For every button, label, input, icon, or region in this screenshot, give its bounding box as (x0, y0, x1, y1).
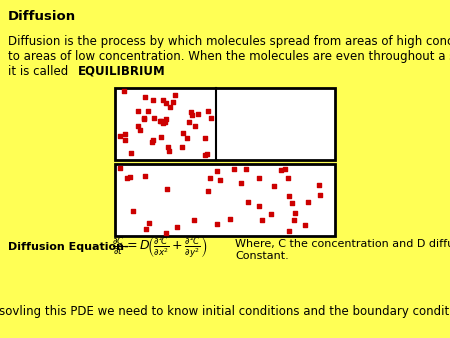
Text: Diffusion Equation-: Diffusion Equation- (8, 242, 129, 252)
Point (270, 183, 278, 188)
Point (201, 135, 208, 141)
Point (191, 123, 198, 128)
Point (206, 175, 213, 180)
Point (140, 116, 147, 122)
Point (129, 208, 136, 214)
Text: to areas of low concentration. When the molecules are even throughout a space –: to areas of low concentration. When the … (8, 50, 450, 63)
Point (164, 186, 171, 192)
Point (183, 136, 190, 141)
Point (142, 94, 149, 100)
Point (290, 218, 297, 223)
Point (286, 228, 293, 234)
Text: Where, C the concentration and D diffusion
Constant.: Where, C the concentration and D diffusi… (235, 239, 450, 261)
Point (186, 119, 193, 125)
Point (191, 218, 198, 223)
Point (148, 140, 155, 145)
Point (259, 217, 266, 222)
Point (149, 97, 157, 103)
Point (213, 221, 220, 226)
Point (151, 116, 158, 121)
Bar (115, 88, 335, 160)
Point (161, 119, 168, 124)
Point (304, 199, 311, 205)
Point (204, 188, 212, 194)
Point (164, 144, 171, 150)
Point (213, 169, 220, 174)
Point (285, 175, 292, 181)
Point (146, 220, 153, 225)
Point (268, 212, 275, 217)
Point (256, 203, 263, 209)
Point (121, 137, 128, 143)
Point (169, 99, 176, 105)
Point (203, 151, 210, 157)
Point (238, 180, 245, 186)
Point (123, 175, 130, 181)
Point (205, 109, 212, 114)
Point (160, 120, 167, 126)
Point (166, 104, 174, 109)
Point (159, 97, 166, 102)
Point (244, 199, 252, 204)
Point (135, 123, 142, 128)
Point (158, 118, 165, 123)
Point (162, 117, 169, 122)
Point (302, 222, 309, 227)
Point (281, 167, 288, 172)
Point (288, 200, 296, 206)
Point (142, 173, 149, 178)
Text: EQUILIBRIUM: EQUILIBRIUM (78, 65, 166, 78)
Point (158, 134, 165, 140)
Point (136, 127, 144, 133)
Point (216, 177, 223, 183)
Point (230, 166, 238, 171)
Point (315, 183, 323, 188)
Point (316, 192, 323, 198)
Point (117, 134, 124, 139)
Text: Diffusion: Diffusion (8, 10, 76, 23)
Point (171, 92, 179, 97)
Text: Diffusion is the process by which molecules spread from areas of high concentrat: Diffusion is the process by which molecu… (8, 35, 450, 48)
Text: it is called: it is called (8, 65, 72, 78)
Point (188, 110, 195, 115)
Point (243, 167, 250, 172)
Point (121, 89, 128, 94)
Point (207, 116, 215, 121)
Point (174, 224, 181, 230)
Point (189, 113, 196, 118)
Point (201, 152, 208, 158)
Point (226, 216, 234, 221)
Point (126, 174, 134, 179)
Point (194, 111, 201, 116)
Point (141, 116, 148, 121)
Point (116, 165, 123, 170)
Point (162, 100, 169, 105)
Point (179, 130, 186, 136)
Point (162, 230, 170, 235)
Point (166, 148, 173, 153)
Text: $\frac{\partial C}{\partial t} = D\!\left(\frac{\partial^2\!C}{\partial x^2} + \: $\frac{\partial C}{\partial t} = D\!\lef… (112, 234, 207, 260)
Point (277, 167, 284, 173)
Point (150, 137, 157, 143)
Point (285, 193, 292, 199)
Text: For sovling this PDE we need to know initial conditions and the boundary conditi: For sovling this PDE we need to know ini… (0, 305, 450, 318)
Point (144, 108, 152, 114)
Point (255, 175, 262, 181)
Point (127, 151, 134, 156)
Point (134, 109, 141, 114)
Point (178, 144, 185, 149)
Point (292, 210, 299, 216)
Bar (115, 164, 335, 236)
Point (122, 132, 129, 137)
Point (156, 119, 163, 124)
Point (143, 226, 150, 232)
